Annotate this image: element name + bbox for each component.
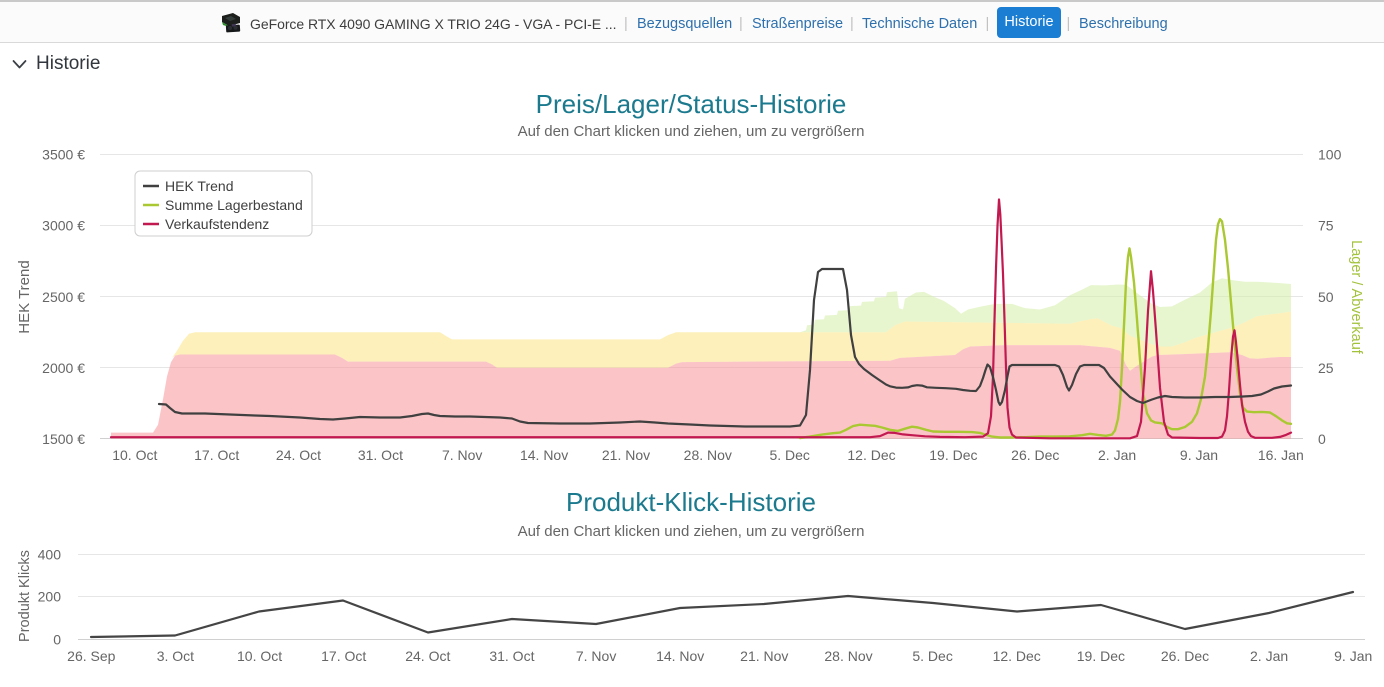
svg-text:2000 €: 2000 € <box>42 360 85 376</box>
svg-text:31. Oct: 31. Oct <box>358 447 403 463</box>
svg-text:5. Dec: 5. Dec <box>912 648 952 664</box>
svg-text:Produkt-Klick-Historie: Produkt-Klick-Historie <box>566 487 816 517</box>
svg-text:26. Sep: 26. Sep <box>67 648 115 664</box>
svg-text:21. Nov: 21. Nov <box>740 648 788 664</box>
svg-text:14. Nov: 14. Nov <box>520 447 568 463</box>
svg-text:10. Oct: 10. Oct <box>112 447 157 463</box>
svg-text:Lager / Abverkauf: Lager / Abverkauf <box>1348 240 1364 355</box>
svg-text:19. Dec: 19. Dec <box>1077 648 1125 664</box>
svg-text:9. Jan: 9. Jan <box>1334 648 1372 664</box>
svg-text:25: 25 <box>1318 360 1334 376</box>
svg-text:3500 €: 3500 € <box>42 147 85 163</box>
svg-text:7. Nov: 7. Nov <box>576 648 616 664</box>
svg-text:100: 100 <box>1318 147 1342 163</box>
svg-text:28. Nov: 28. Nov <box>824 648 872 664</box>
svg-text:14. Nov: 14. Nov <box>656 648 704 664</box>
svg-text:2. Jan: 2. Jan <box>1098 447 1136 463</box>
svg-text:17. Oct: 17. Oct <box>194 447 239 463</box>
svg-text:26. Dec: 26. Dec <box>1011 447 1059 463</box>
svg-text:HEK Trend: HEK Trend <box>16 260 33 333</box>
svg-text:28. Nov: 28. Nov <box>684 447 732 463</box>
svg-text:0: 0 <box>1318 431 1326 447</box>
svg-text:12. Dec: 12. Dec <box>847 447 895 463</box>
svg-text:2500 €: 2500 € <box>42 289 85 305</box>
svg-text:Preis/Lager/Status-Historie: Preis/Lager/Status-Historie <box>536 89 847 119</box>
svg-text:200: 200 <box>38 589 62 605</box>
svg-text:5. Dec: 5. Dec <box>769 447 809 463</box>
svg-text:HEK Trend: HEK Trend <box>165 178 233 194</box>
svg-text:3. Oct: 3. Oct <box>157 648 194 664</box>
svg-text:1500 €: 1500 € <box>42 431 85 447</box>
svg-text:2. Jan: 2. Jan <box>1250 648 1288 664</box>
svg-text:17. Oct: 17. Oct <box>321 648 366 664</box>
svg-text:Produkt Klicks: Produkt Klicks <box>17 550 33 642</box>
svg-text:Summe Lagerbestand: Summe Lagerbestand <box>165 197 303 213</box>
svg-text:10. Oct: 10. Oct <box>237 648 282 664</box>
svg-text:3000 €: 3000 € <box>42 218 85 234</box>
svg-text:75: 75 <box>1318 218 1334 234</box>
svg-text:12. Dec: 12. Dec <box>993 648 1041 664</box>
svg-text:7. Nov: 7. Nov <box>442 447 482 463</box>
svg-text:Verkaufstendenz: Verkaufstendenz <box>165 216 269 232</box>
svg-text:31. Oct: 31. Oct <box>489 648 534 664</box>
svg-text:24. Oct: 24. Oct <box>405 648 450 664</box>
svg-text:24. Oct: 24. Oct <box>276 447 321 463</box>
svg-text:0: 0 <box>53 632 61 648</box>
svg-text:400: 400 <box>38 547 62 563</box>
svg-text:9. Jan: 9. Jan <box>1180 447 1218 463</box>
svg-text:21. Nov: 21. Nov <box>602 447 650 463</box>
svg-text:Auf den Chart klicken und zieh: Auf den Chart klicken und ziehen, um zu … <box>518 523 865 540</box>
svg-text:19. Dec: 19. Dec <box>929 447 977 463</box>
svg-text:Auf den Chart klicken und zieh: Auf den Chart klicken und ziehen, um zu … <box>518 123 865 140</box>
svg-text:50: 50 <box>1318 289 1334 305</box>
svg-text:16. Jan: 16. Jan <box>1258 447 1304 463</box>
svg-text:26. Dec: 26. Dec <box>1161 648 1209 664</box>
